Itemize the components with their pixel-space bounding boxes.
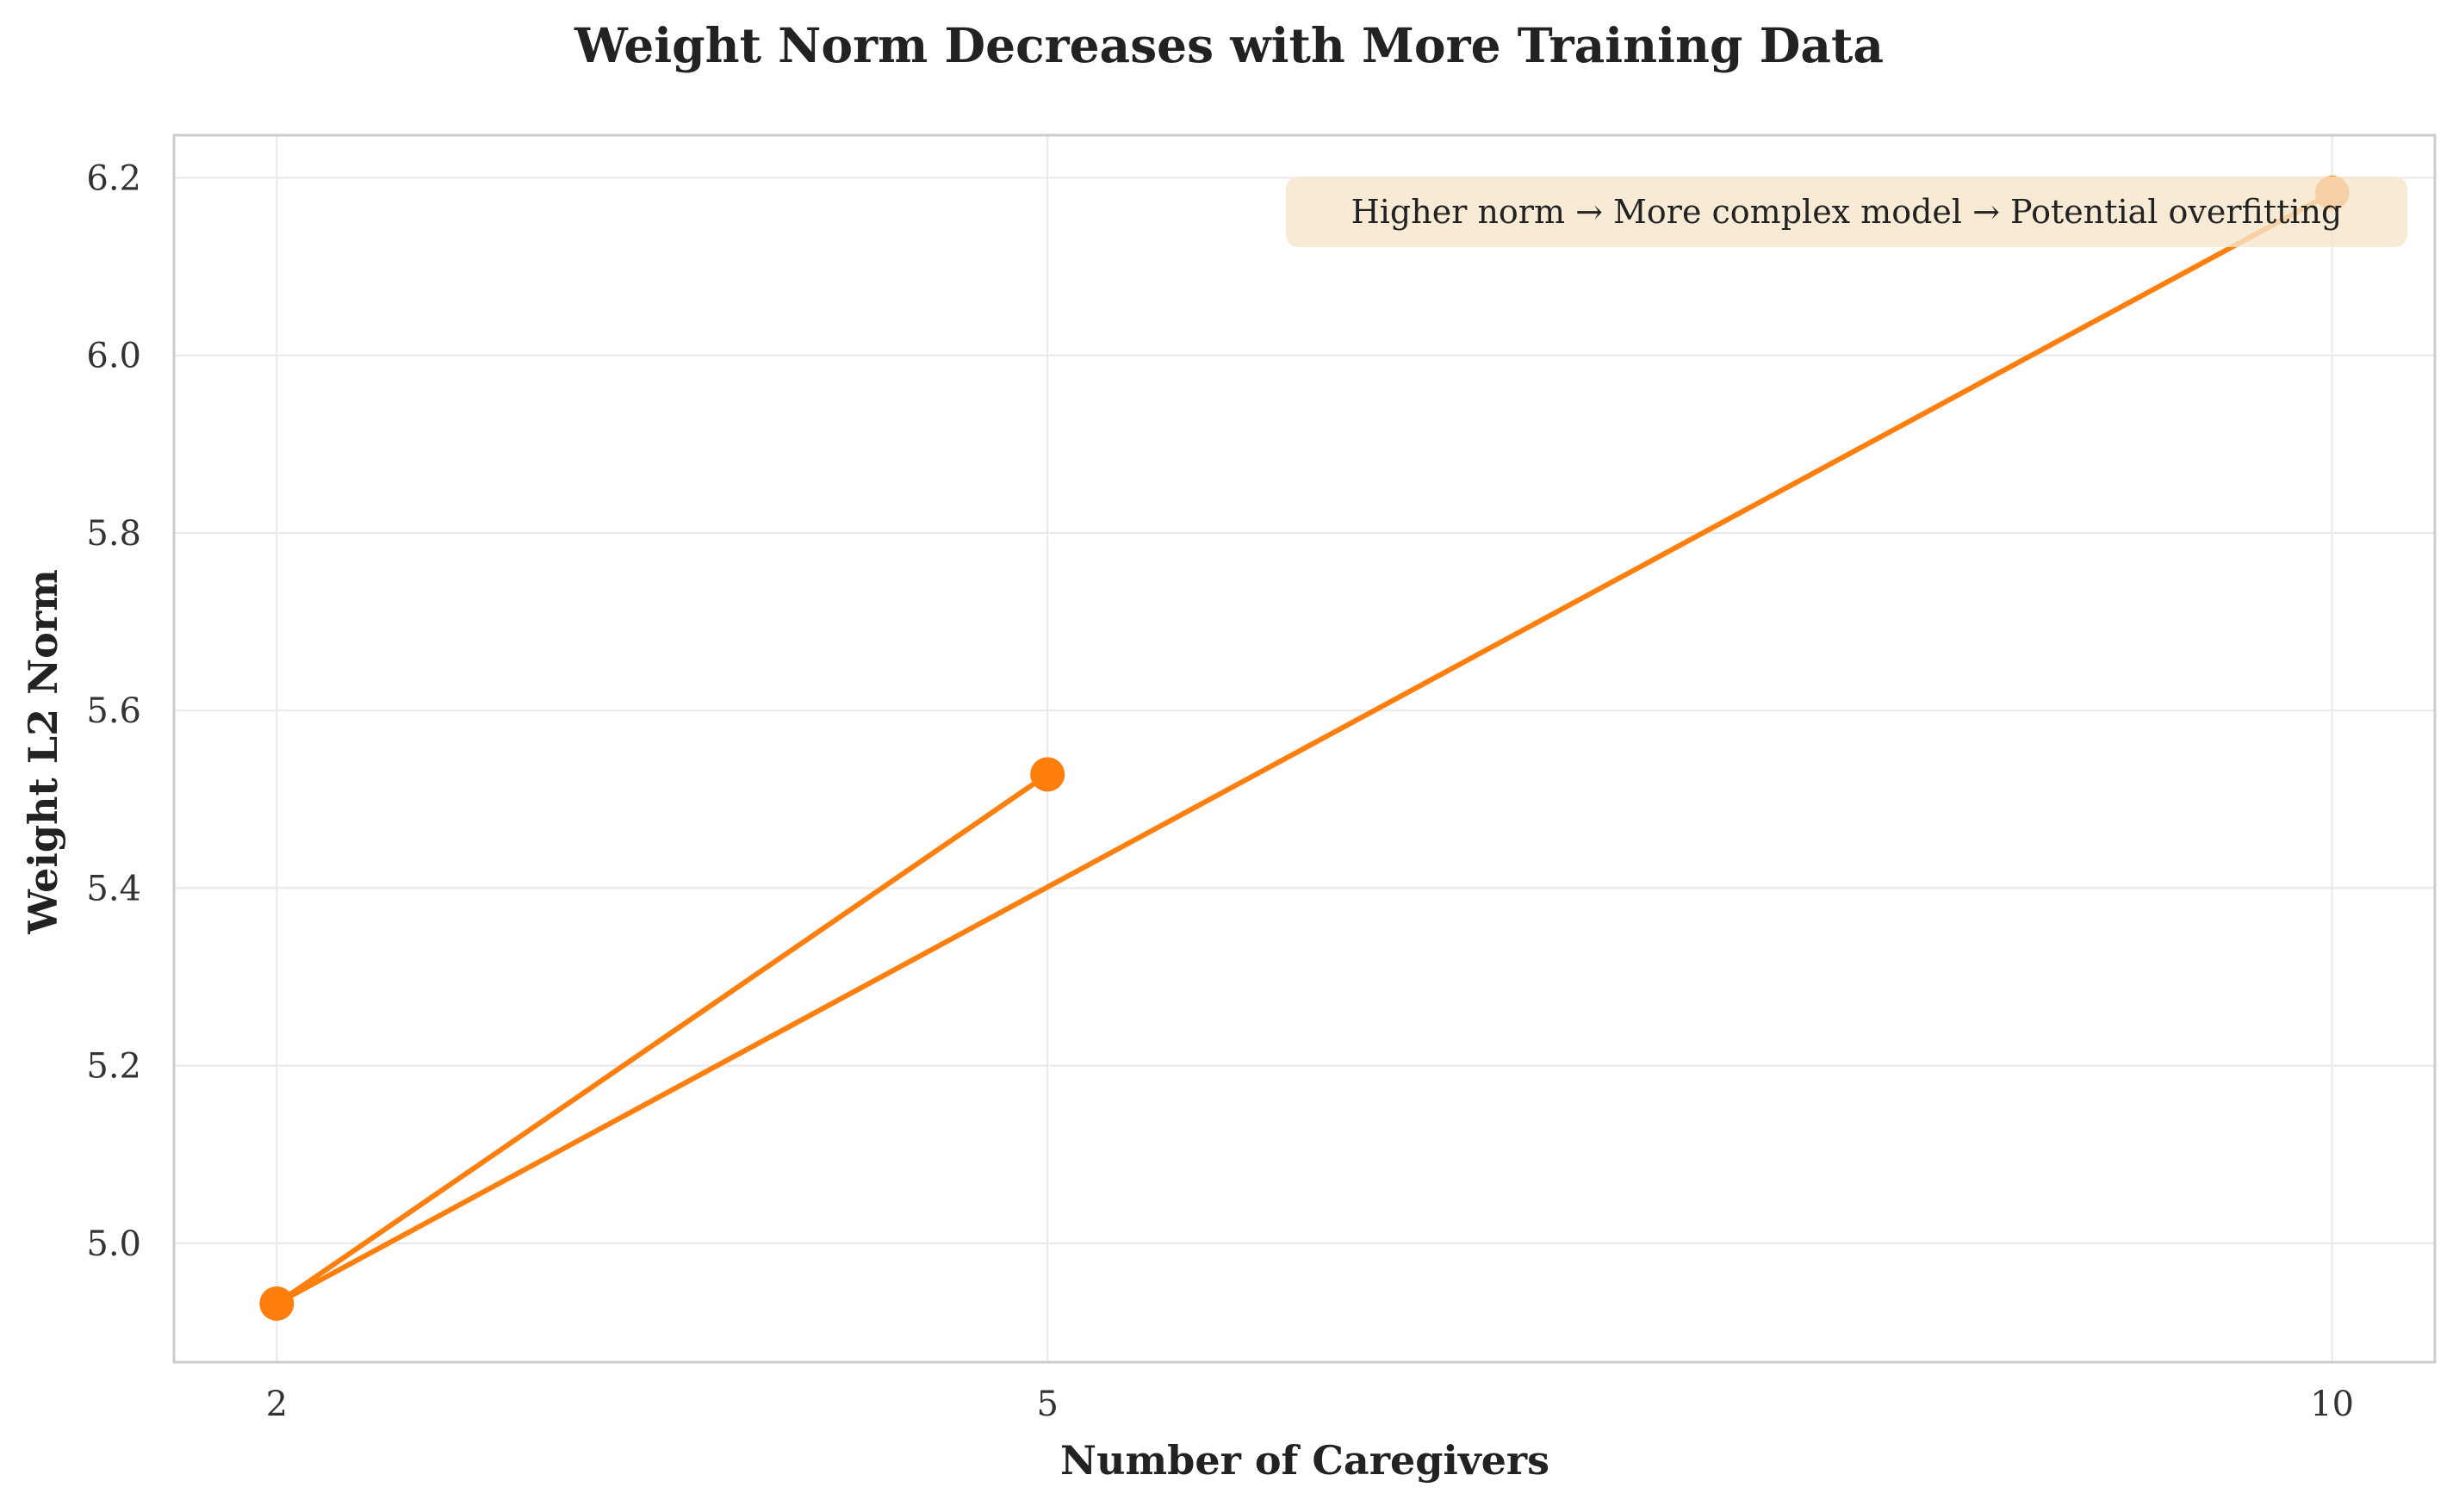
y-tick-label: 5.4 — [86, 869, 141, 908]
x-tick-label: 5 — [1036, 1385, 1058, 1424]
y-tick-label: 6.2 — [86, 158, 141, 198]
annotation-layer: Higher norm → More complex model → Poten… — [1286, 177, 2407, 247]
annotation-text: Higher norm → More complex model → Poten… — [1351, 193, 2343, 231]
tick-layer: 2 5 10 5.0 5.2 5.4 5.6 5.8 6.0 6.2 — [86, 158, 2354, 1424]
x-tick-label: 10 — [2310, 1385, 2354, 1424]
x-axis-label: Number of Caregivers — [1060, 1437, 1549, 1484]
y-tick-label: 5.8 — [86, 514, 141, 554]
data-point — [1030, 757, 1065, 792]
plot-frame — [172, 133, 2437, 1364]
annotation-box — [1286, 177, 2407, 247]
y-tick-label: 5.6 — [86, 691, 141, 731]
chart-title: Weight Norm Decreases with More Training… — [574, 17, 1884, 73]
x-tick-label: 2 — [266, 1385, 288, 1424]
y-tick-label: 5.2 — [86, 1047, 141, 1087]
y-tick-label: 6.0 — [86, 337, 141, 376]
y-tick-label: 5.0 — [86, 1224, 141, 1264]
y-axis-label: Weight L2 Norm — [20, 569, 66, 935]
data-point — [259, 1286, 295, 1321]
